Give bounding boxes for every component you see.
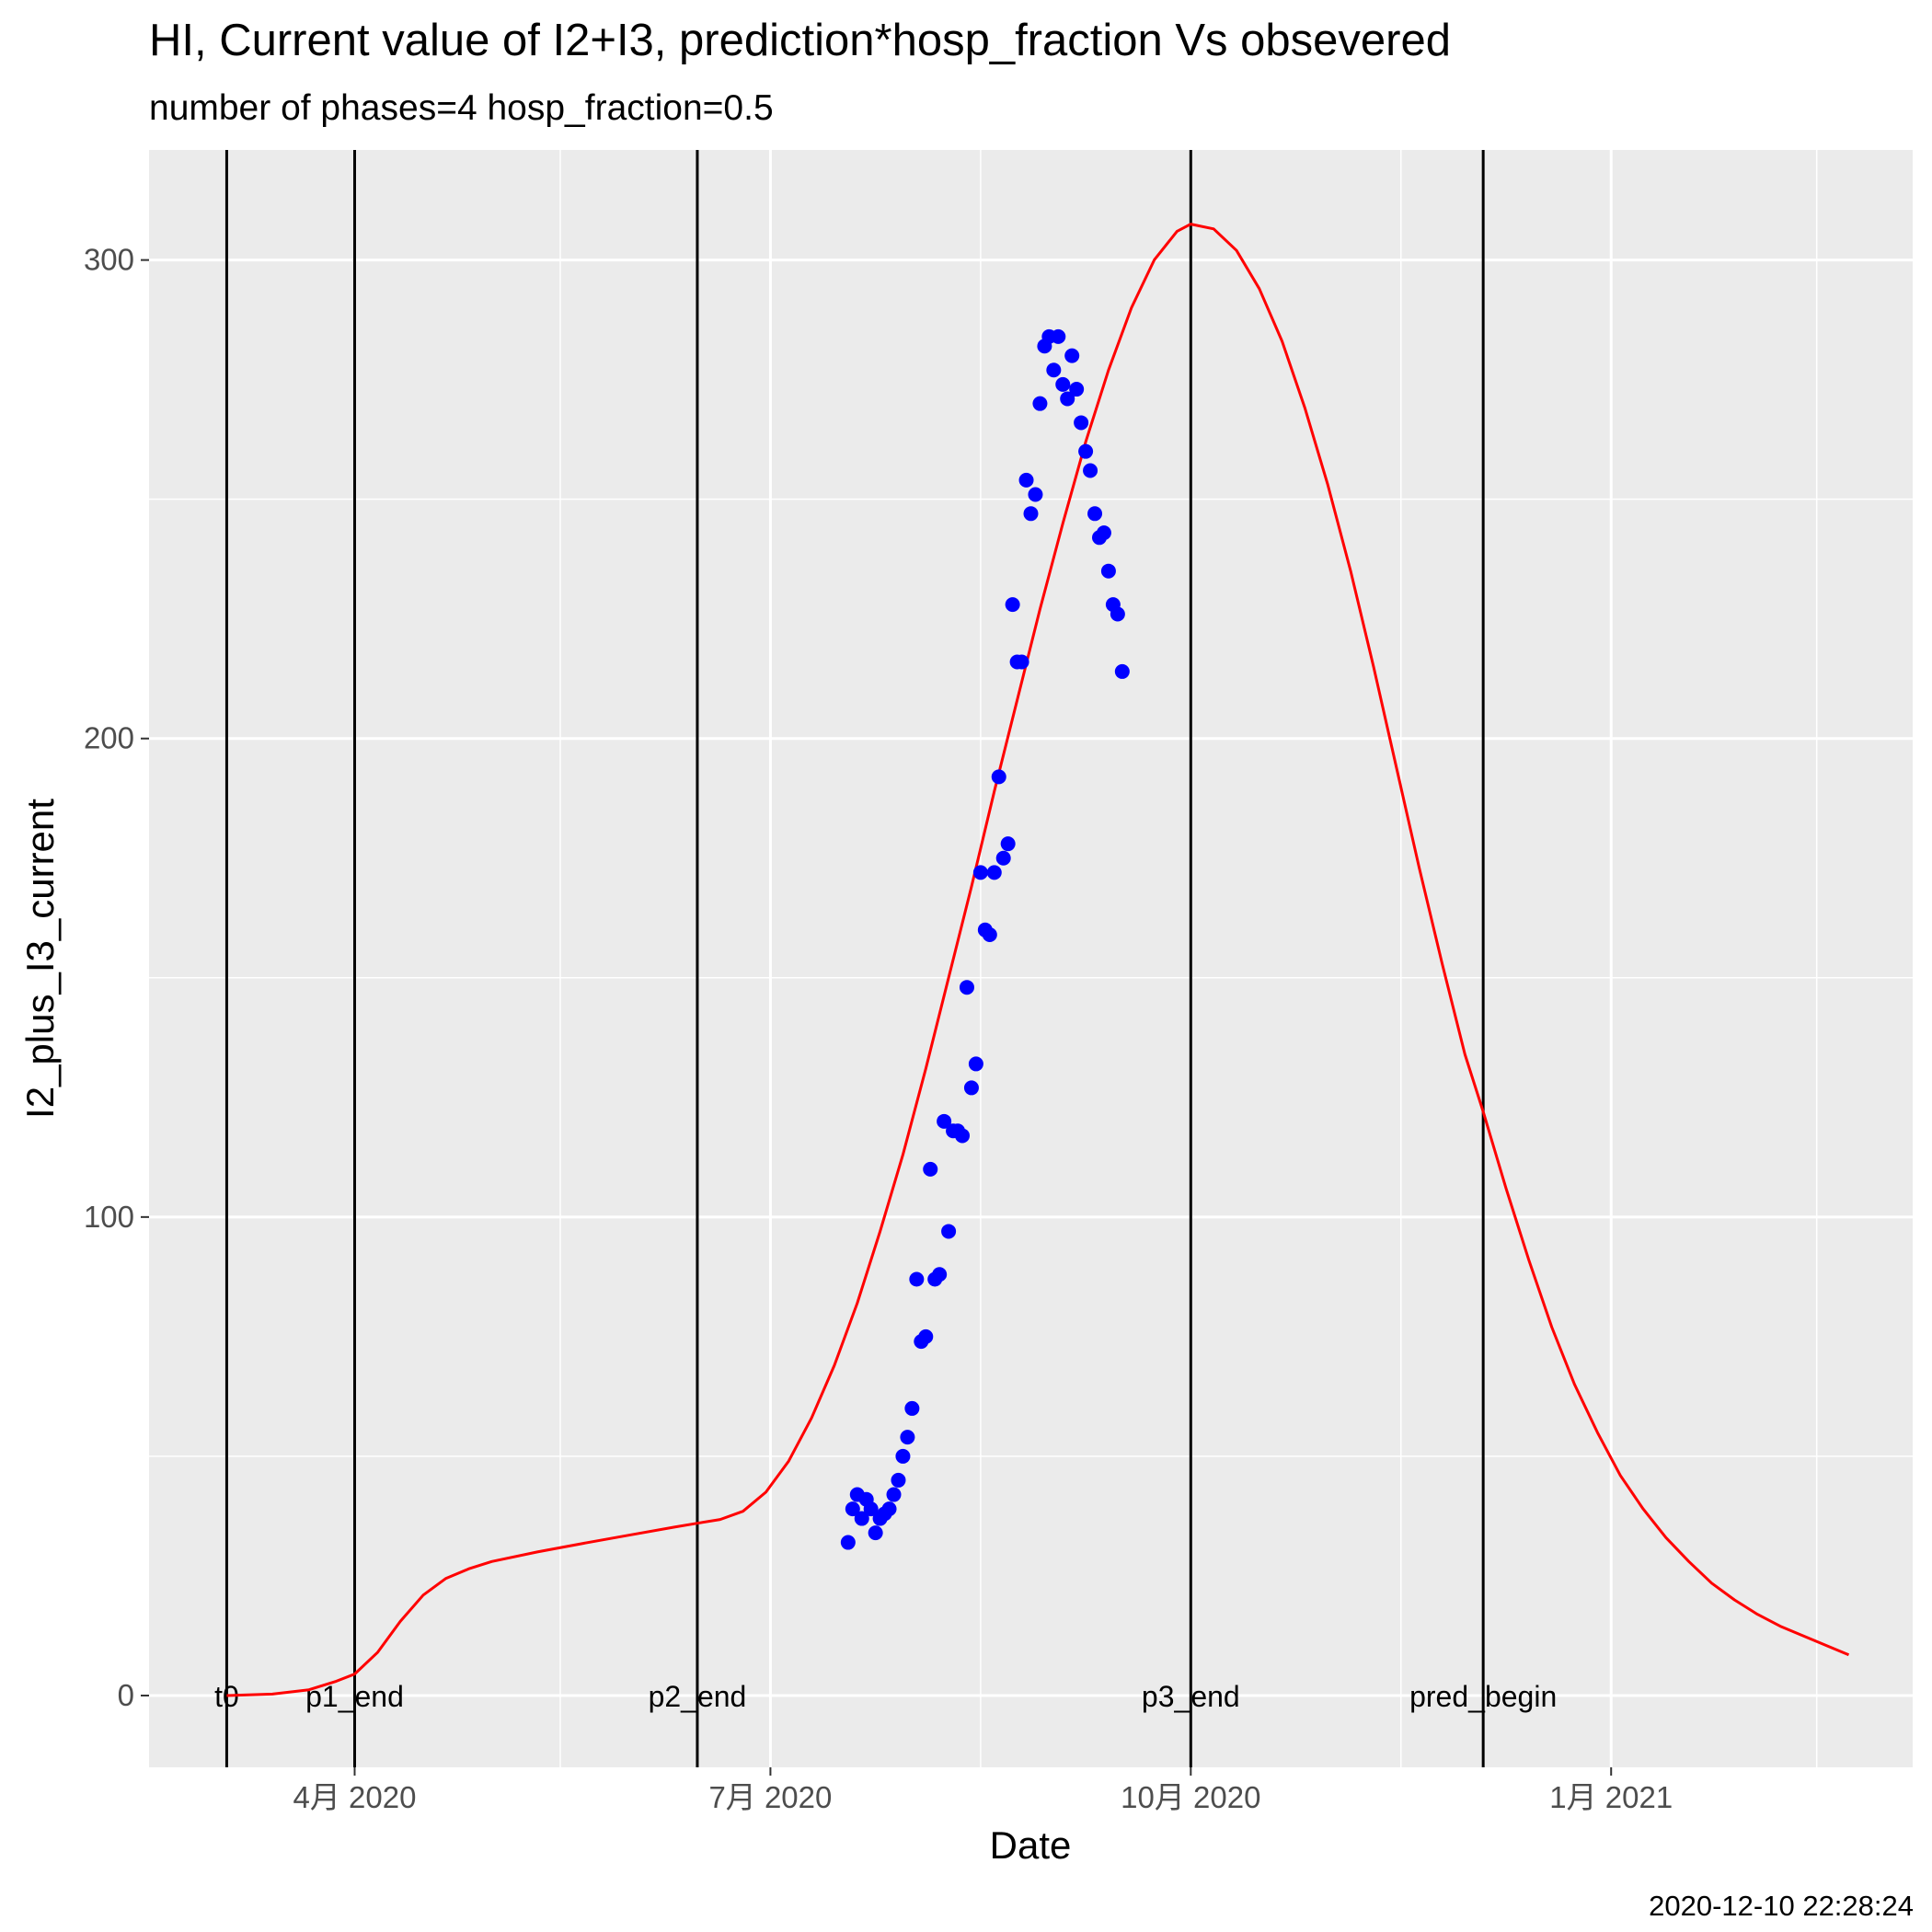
prediction-series: [226, 223, 1850, 1697]
plot-panel: [149, 150, 1913, 1767]
observed-point: [959, 980, 974, 995]
y-tick-label: 100: [84, 1200, 134, 1234]
x-axis-title: Date: [990, 1823, 1072, 1867]
observed-point: [904, 1400, 920, 1416]
observed-point: [1100, 563, 1116, 579]
observed-point: [1023, 506, 1039, 522]
x-tick-label: 10月 2020: [1121, 1780, 1260, 1814]
observed-point: [1096, 525, 1111, 541]
observed-series: [840, 328, 1130, 1550]
observed-point: [1110, 606, 1125, 622]
observed-point: [963, 1080, 979, 1096]
observed-point: [1055, 376, 1071, 392]
prediction-line: [226, 223, 1850, 1697]
y-axis-title: I2_plus_I3_current: [18, 799, 62, 1119]
observed-point: [1074, 415, 1089, 431]
observed-point: [863, 1501, 879, 1517]
observed-point: [1051, 328, 1066, 344]
observed-point: [991, 769, 1006, 785]
phase-lines: t0 p1_end p2_end p3_end pred_begin: [214, 150, 1557, 1767]
observed-point: [1060, 391, 1075, 407]
observed-point: [968, 1056, 983, 1072]
observed-point: [1018, 472, 1034, 488]
observed-point: [982, 926, 997, 942]
observed-point: [845, 1501, 860, 1517]
observed-point: [1078, 443, 1094, 459]
observed-point: [955, 1128, 971, 1144]
observed-point: [1069, 382, 1085, 397]
observed-point: [886, 1487, 902, 1502]
observed-point: [1083, 463, 1098, 478]
observed-point: [972, 865, 988, 880]
observed-point: [986, 865, 1002, 880]
observed-point: [881, 1501, 897, 1517]
observed-point: [1014, 654, 1029, 670]
y-tick-label: 200: [84, 721, 134, 755]
observed-point: [891, 1472, 906, 1488]
x-tick-label: 1月 2021: [1549, 1780, 1673, 1814]
chart-title: HI, Current value of I2+I3, prediction*h…: [149, 16, 1451, 65]
y-tick-label: 300: [84, 243, 134, 277]
observed-point: [1064, 348, 1080, 363]
observed-point: [932, 1267, 948, 1282]
observed-point: [995, 850, 1011, 866]
observed-point: [840, 1535, 856, 1550]
phase-label-p2_end: p2_end: [649, 1680, 747, 1713]
observed-point: [923, 1161, 938, 1177]
x-tick-label: 4月 2020: [293, 1780, 417, 1814]
observed-point: [1087, 506, 1103, 522]
caption-timestamp: 2020-12-10 22:28:24: [1649, 1890, 1914, 1922]
observed-point: [937, 1113, 952, 1129]
y-tick-label: 0: [118, 1678, 134, 1712]
observed-point: [918, 1328, 934, 1344]
phase-label-pred_begin: pred_begin: [1409, 1680, 1557, 1713]
observed-point: [1046, 362, 1062, 378]
observed-point: [1028, 487, 1043, 502]
observed-point: [895, 1448, 911, 1464]
observed-point: [909, 1271, 925, 1287]
observed-point: [854, 1511, 869, 1526]
observed-point: [868, 1525, 883, 1541]
observed-point: [1032, 396, 1048, 411]
axes: 0 100 200 300 4月 2020 7月 2020 10月 2020 1月 2021: [84, 243, 1673, 1814]
observed-point: [1000, 836, 1016, 852]
observed-point: [1005, 597, 1020, 613]
observed-point: [1114, 663, 1130, 679]
observed-point: [900, 1430, 915, 1445]
observed-point: [941, 1224, 957, 1239]
x-tick-label: 7月 2020: [708, 1780, 832, 1814]
chart-subtitle: number of phases=4 hosp_fraction=0.5: [149, 88, 774, 128]
phase-label-p3_end: p3_end: [1142, 1680, 1240, 1713]
